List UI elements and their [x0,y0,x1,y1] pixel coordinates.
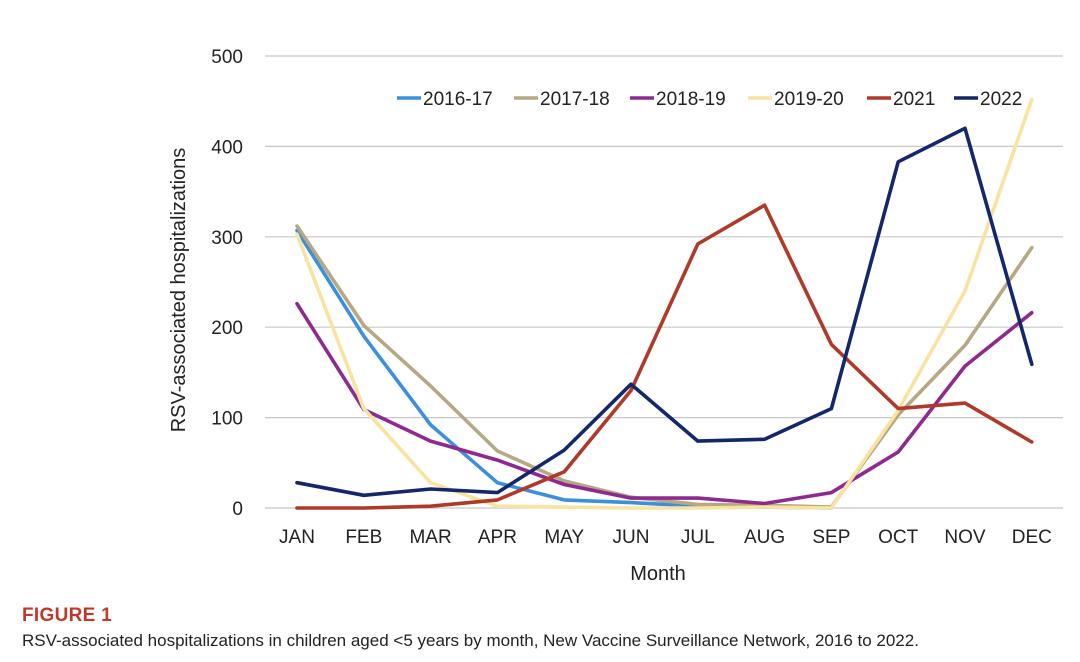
y-axis-tick-labels: 0 100 200 300 400 500 [211,47,243,520]
legend-label: 2021 [893,89,935,110]
x-tick-label: DEC [1012,527,1052,548]
series-lines [295,97,1034,510]
x-tick-label: JUL [681,527,715,548]
legend-label: 2019-20 [774,89,844,110]
legend-label: 2017-18 [540,89,610,110]
x-tick-label: JUN [613,527,650,548]
figure-caption: RSV-associated hospitalizations in child… [22,631,919,650]
series-line-2018-19 [295,301,1034,506]
x-tick-label: APR [478,527,517,548]
x-tick-label: AUG [744,527,785,548]
series-line-2017-18 [295,224,1034,509]
y-axis-title: RSV-associated hospitalizations [168,148,190,433]
x-tick-label: FEB [345,527,382,548]
series-line-2021 [295,203,1034,510]
y-tick-label: 100 [211,409,243,430]
y-tick-label: 500 [211,47,243,68]
series-line-2019-20 [295,97,1034,510]
legend-label: 2018-19 [656,89,726,110]
x-tick-label: OCT [878,527,919,548]
y-tick-label: 300 [211,228,243,249]
y-tick-label: 200 [211,318,243,339]
series-line-2022 [295,126,1034,498]
legend-label: 2016-17 [423,89,493,110]
legend: 2016-17 2017-18 2018-19 2019-20 2021 2022 [397,89,1022,110]
x-tick-label: JAN [279,527,315,548]
legend-label: 2022 [980,89,1022,110]
y-tick-label: 400 [211,137,243,158]
x-axis-tick-labels: JAN FEB MAR APR MAY JUN JUL AUG SEP OCT NOV DEC [279,527,1052,548]
x-tick-label: MAY [544,527,584,548]
x-axis-title: Month [630,563,686,585]
y-tick-label: 0 [232,499,243,520]
figure-label: FIGURE 1 [22,605,113,626]
series-line-2016-17 [295,228,834,510]
x-tick-label: SEP [812,527,850,548]
x-tick-label: NOV [944,527,986,548]
x-tick-label: MAR [409,527,451,548]
line-chart: 0 100 200 300 400 500 JAN FEB MAR APR MAY JUN JUL AU… [168,47,1063,585]
gridlines [265,55,1063,509]
